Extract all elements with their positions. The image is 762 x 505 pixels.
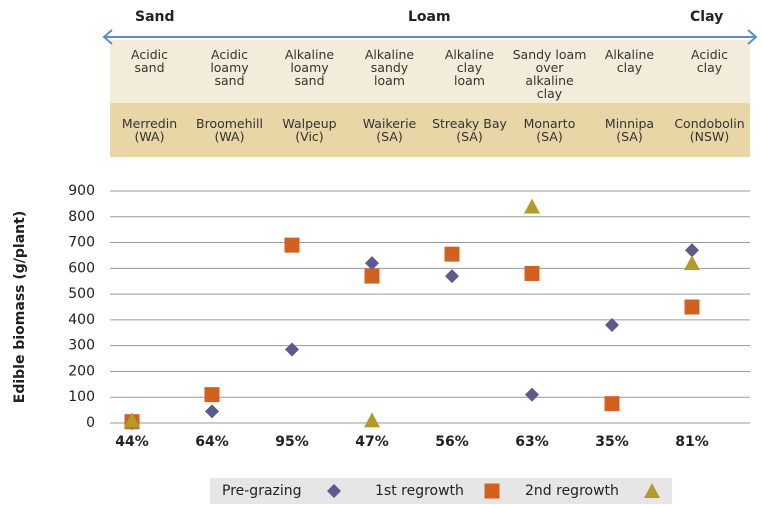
y-tick-label: 100 — [68, 389, 95, 405]
point — [445, 269, 459, 284]
soil-type: Alkaline clay loam — [444, 47, 495, 88]
legend-label: 2nd regrowth — [525, 483, 619, 499]
x-tick-label: 44% — [115, 434, 149, 450]
soil-type: Acidic clay — [691, 47, 728, 75]
legend-label: 1st regrowth — [375, 483, 464, 499]
x-tick-label: 81% — [675, 434, 709, 450]
location: Waikerie (SA) — [362, 116, 417, 144]
x-tick-label: 47% — [355, 434, 389, 450]
point — [365, 256, 379, 271]
point — [605, 318, 619, 333]
y-tick-label: 600 — [68, 260, 95, 276]
point — [685, 243, 699, 258]
x-tick-label: 63% — [515, 434, 549, 450]
location: Broomehill (WA) — [196, 116, 263, 144]
location: Walpeup (Vic) — [282, 116, 337, 144]
soil-type: Alkaline sandy loam — [364, 47, 415, 88]
soil-type: Sandy loam over alkaline clay — [512, 47, 587, 101]
point — [604, 396, 620, 412]
point — [204, 387, 220, 403]
point — [524, 198, 540, 214]
point — [444, 246, 460, 262]
y-tick-label: 500 — [68, 286, 95, 302]
texture-label: Loam — [408, 9, 451, 25]
point — [364, 268, 380, 284]
point — [525, 387, 539, 402]
soil-type: Alkaline clay — [604, 47, 655, 75]
y-tick-label: 700 — [68, 235, 95, 251]
location: Merredin (WA) — [121, 116, 178, 144]
soil-type: Acidic sand — [131, 47, 168, 75]
y-tick-label: 800 — [68, 209, 95, 225]
point — [124, 412, 140, 428]
point — [284, 237, 300, 253]
y-tick-label: 0 — [86, 415, 95, 431]
point — [684, 299, 700, 315]
texture-arrow — [102, 29, 758, 45]
legend-marker — [644, 483, 660, 498]
y-tick-label: 300 — [68, 338, 95, 354]
x-tick-label: 35% — [595, 434, 629, 450]
location: Condobolin (NSW) — [674, 116, 745, 144]
legend-label: Pre-grazing — [222, 483, 302, 499]
x-tick-label: 95% — [275, 434, 309, 450]
legend-marker — [484, 483, 500, 499]
x-tick-label: 56% — [435, 434, 469, 450]
point — [684, 255, 700, 271]
point — [524, 265, 540, 281]
point — [285, 342, 299, 357]
soil-band — [110, 40, 750, 103]
x-tick-label: 64% — [195, 434, 229, 450]
point — [205, 404, 219, 419]
soil-type: Acidic loamy sand — [210, 47, 249, 88]
location-band — [110, 103, 750, 157]
y-tick-label: 200 — [68, 363, 95, 379]
legend-marker — [327, 484, 341, 498]
y-tick-label: 400 — [68, 312, 95, 328]
location: Monarto (SA) — [523, 116, 576, 144]
location: Minnipa (SA) — [604, 116, 655, 144]
point — [364, 412, 380, 428]
location: Streaky Bay (SA) — [432, 116, 507, 144]
legend-box — [210, 478, 672, 504]
y-tick-label: 900 — [68, 183, 95, 199]
texture-label: Sand — [135, 9, 175, 25]
y-axis-label: Edible biomass (g/plant) — [12, 211, 28, 403]
texture-label: Clay — [690, 9, 724, 25]
soil-type: Alkaline loamy sand — [284, 47, 335, 88]
